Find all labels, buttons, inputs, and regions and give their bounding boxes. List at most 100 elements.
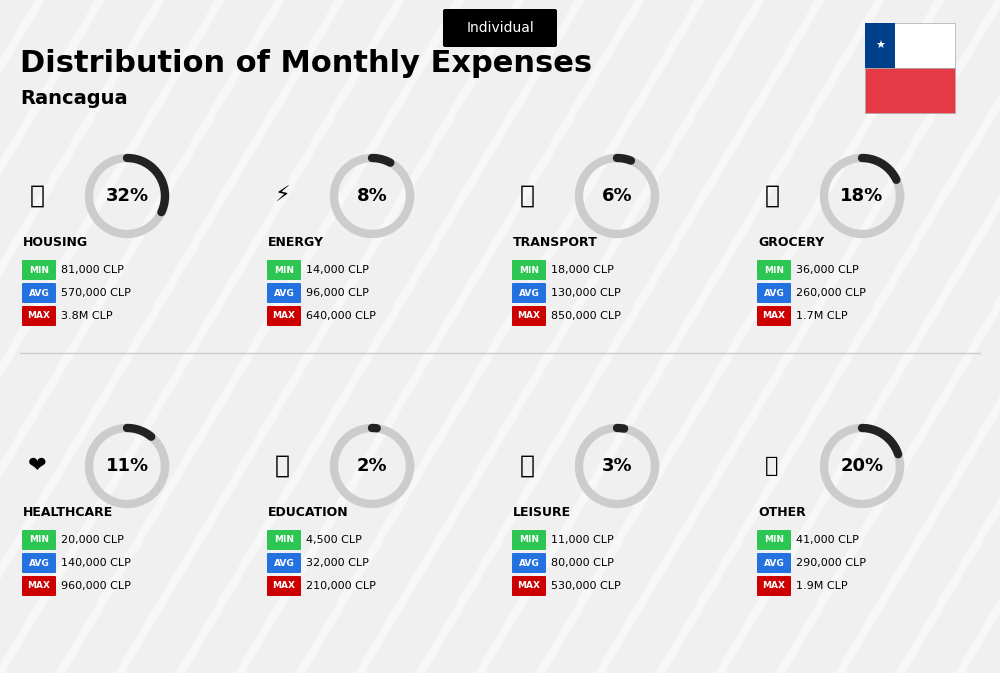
FancyBboxPatch shape [757, 576, 791, 596]
Text: 530,000 CLP: 530,000 CLP [551, 581, 621, 591]
Text: 850,000 CLP: 850,000 CLP [551, 311, 621, 321]
FancyBboxPatch shape [757, 553, 791, 573]
Text: ★: ★ [875, 40, 885, 50]
Text: ⚡: ⚡ [274, 186, 290, 206]
Text: 6%: 6% [602, 187, 632, 205]
Text: 11,000 CLP: 11,000 CLP [551, 535, 614, 545]
Text: 570,000 CLP: 570,000 CLP [61, 288, 131, 298]
Text: 41,000 CLP: 41,000 CLP [796, 535, 859, 545]
FancyBboxPatch shape [757, 283, 791, 303]
Text: AVG: AVG [764, 559, 784, 567]
Text: MIN: MIN [764, 266, 784, 275]
FancyBboxPatch shape [512, 260, 546, 280]
FancyBboxPatch shape [865, 23, 895, 68]
Text: LEISURE: LEISURE [513, 507, 571, 520]
Text: 3%: 3% [602, 457, 632, 475]
FancyBboxPatch shape [512, 530, 546, 550]
Text: MAX: MAX [273, 581, 296, 590]
FancyBboxPatch shape [22, 260, 56, 280]
Text: AVG: AVG [274, 559, 294, 567]
Text: GROCERY: GROCERY [758, 236, 824, 250]
Text: 👜: 👜 [765, 456, 779, 476]
Text: MAX: MAX [763, 312, 786, 320]
Text: MAX: MAX [518, 312, 540, 320]
FancyBboxPatch shape [267, 306, 301, 326]
Text: MIN: MIN [764, 536, 784, 544]
FancyBboxPatch shape [22, 553, 56, 573]
FancyBboxPatch shape [22, 530, 56, 550]
FancyBboxPatch shape [443, 9, 557, 47]
Text: 32%: 32% [105, 187, 149, 205]
Text: TRANSPORT: TRANSPORT [513, 236, 598, 250]
Text: EDUCATION: EDUCATION [268, 507, 349, 520]
FancyBboxPatch shape [22, 283, 56, 303]
FancyBboxPatch shape [22, 306, 56, 326]
FancyBboxPatch shape [512, 306, 546, 326]
FancyBboxPatch shape [267, 553, 301, 573]
Text: MAX: MAX [27, 581, 50, 590]
Text: 2%: 2% [357, 457, 387, 475]
Text: MIN: MIN [274, 536, 294, 544]
Text: MAX: MAX [27, 312, 50, 320]
Text: Distribution of Monthly Expenses: Distribution of Monthly Expenses [20, 48, 592, 77]
Text: AVG: AVG [519, 559, 539, 567]
Text: 20,000 CLP: 20,000 CLP [61, 535, 124, 545]
Text: 32,000 CLP: 32,000 CLP [306, 558, 369, 568]
Text: 🏢: 🏢 [29, 184, 44, 208]
Text: 14,000 CLP: 14,000 CLP [306, 265, 369, 275]
FancyBboxPatch shape [267, 260, 301, 280]
Text: MAX: MAX [518, 581, 540, 590]
Text: ❤️: ❤️ [28, 456, 46, 476]
Text: MIN: MIN [519, 536, 539, 544]
Text: MIN: MIN [29, 266, 49, 275]
Text: AVG: AVG [29, 289, 49, 297]
FancyBboxPatch shape [757, 306, 791, 326]
Text: AVG: AVG [764, 289, 784, 297]
Text: MAX: MAX [273, 312, 296, 320]
FancyBboxPatch shape [267, 283, 301, 303]
Text: MIN: MIN [274, 266, 294, 275]
Text: HOUSING: HOUSING [23, 236, 88, 250]
FancyBboxPatch shape [22, 576, 56, 596]
Text: 210,000 CLP: 210,000 CLP [306, 581, 376, 591]
Text: 🛍: 🛍 [520, 454, 534, 478]
Text: 130,000 CLP: 130,000 CLP [551, 288, 621, 298]
Text: 80,000 CLP: 80,000 CLP [551, 558, 614, 568]
Text: 96,000 CLP: 96,000 CLP [306, 288, 369, 298]
FancyBboxPatch shape [512, 553, 546, 573]
Text: AVG: AVG [519, 289, 539, 297]
FancyBboxPatch shape [865, 23, 955, 68]
Text: 36,000 CLP: 36,000 CLP [796, 265, 859, 275]
Text: 290,000 CLP: 290,000 CLP [796, 558, 866, 568]
Text: 11%: 11% [105, 457, 149, 475]
Text: MIN: MIN [29, 536, 49, 544]
Text: MIN: MIN [519, 266, 539, 275]
Text: 4,500 CLP: 4,500 CLP [306, 535, 362, 545]
FancyBboxPatch shape [512, 576, 546, 596]
Text: 960,000 CLP: 960,000 CLP [61, 581, 131, 591]
Text: OTHER: OTHER [758, 507, 806, 520]
Text: 18%: 18% [840, 187, 884, 205]
Text: ENERGY: ENERGY [268, 236, 324, 250]
FancyBboxPatch shape [267, 530, 301, 550]
Text: 🛒: 🛒 [765, 184, 780, 208]
Text: 640,000 CLP: 640,000 CLP [306, 311, 376, 321]
Text: AVG: AVG [274, 289, 294, 297]
Text: 8%: 8% [357, 187, 387, 205]
Text: MAX: MAX [763, 581, 786, 590]
Text: 18,000 CLP: 18,000 CLP [551, 265, 614, 275]
Text: 260,000 CLP: 260,000 CLP [796, 288, 866, 298]
FancyBboxPatch shape [512, 283, 546, 303]
Text: Rancagua: Rancagua [20, 89, 128, 108]
Text: 3.8M CLP: 3.8M CLP [61, 311, 113, 321]
Text: 1.7M CLP: 1.7M CLP [796, 311, 848, 321]
Text: 🎓: 🎓 [274, 454, 290, 478]
FancyBboxPatch shape [267, 576, 301, 596]
FancyBboxPatch shape [865, 68, 955, 113]
Text: 20%: 20% [840, 457, 884, 475]
Text: Individual: Individual [466, 21, 534, 35]
Text: 140,000 CLP: 140,000 CLP [61, 558, 131, 568]
Text: HEALTHCARE: HEALTHCARE [23, 507, 113, 520]
Text: 1.9M CLP: 1.9M CLP [796, 581, 848, 591]
FancyBboxPatch shape [757, 260, 791, 280]
